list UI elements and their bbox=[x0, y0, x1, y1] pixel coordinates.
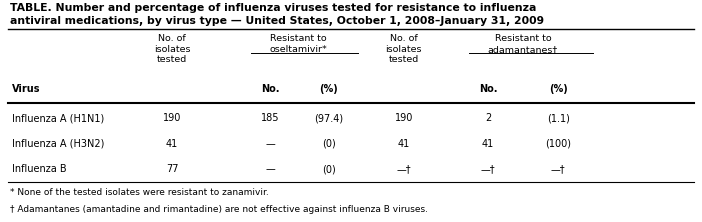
Text: (97.4): (97.4) bbox=[314, 113, 343, 123]
Text: 185: 185 bbox=[261, 113, 279, 123]
Text: (0): (0) bbox=[322, 139, 336, 149]
Text: 41: 41 bbox=[166, 139, 178, 149]
Text: —†: —† bbox=[397, 164, 411, 174]
Text: —†: —† bbox=[551, 164, 565, 174]
Text: No. of
isolates
tested: No. of isolates tested bbox=[385, 34, 422, 64]
Text: * None of the tested isolates were resistant to zanamivir.: * None of the tested isolates were resis… bbox=[10, 188, 269, 197]
Text: (0): (0) bbox=[322, 164, 336, 174]
Text: 77: 77 bbox=[166, 164, 178, 174]
Text: 2: 2 bbox=[485, 113, 491, 123]
Text: —: — bbox=[265, 139, 275, 149]
Text: (100): (100) bbox=[545, 139, 571, 149]
Text: Resistant to
oseltamivir*: Resistant to oseltamivir* bbox=[270, 34, 327, 54]
Text: antiviral medications, by virus type — United States, October 1, 2008–January 31: antiviral medications, by virus type — U… bbox=[10, 16, 544, 26]
Text: (%): (%) bbox=[549, 84, 567, 94]
Text: 190: 190 bbox=[163, 113, 181, 123]
Text: Influenza A (H3N2): Influenza A (H3N2) bbox=[12, 139, 105, 149]
Text: Resistant to
adamantanes†: Resistant to adamantanes† bbox=[488, 34, 558, 54]
Text: TABLE. Number and percentage of influenza viruses tested for resistance to influ: TABLE. Number and percentage of influenz… bbox=[10, 3, 536, 13]
Text: Virus: Virus bbox=[12, 84, 41, 94]
Text: —: — bbox=[265, 164, 275, 174]
Text: 190: 190 bbox=[395, 113, 413, 123]
Text: (%): (%) bbox=[319, 84, 338, 94]
Text: 41: 41 bbox=[482, 139, 494, 149]
Text: No.: No. bbox=[479, 84, 497, 94]
Text: —†: —† bbox=[481, 164, 495, 174]
Text: 41: 41 bbox=[397, 139, 410, 149]
Text: No. of
isolates
tested: No. of isolates tested bbox=[154, 34, 190, 64]
Text: (1.1): (1.1) bbox=[547, 113, 569, 123]
Text: † Adamantanes (amantadine and rimantadine) are not effective against influenza B: † Adamantanes (amantadine and rimantadin… bbox=[10, 205, 428, 214]
Text: Influenza B: Influenza B bbox=[12, 164, 67, 174]
Text: No.: No. bbox=[261, 84, 279, 94]
Text: Influenza A (H1N1): Influenza A (H1N1) bbox=[12, 113, 104, 123]
